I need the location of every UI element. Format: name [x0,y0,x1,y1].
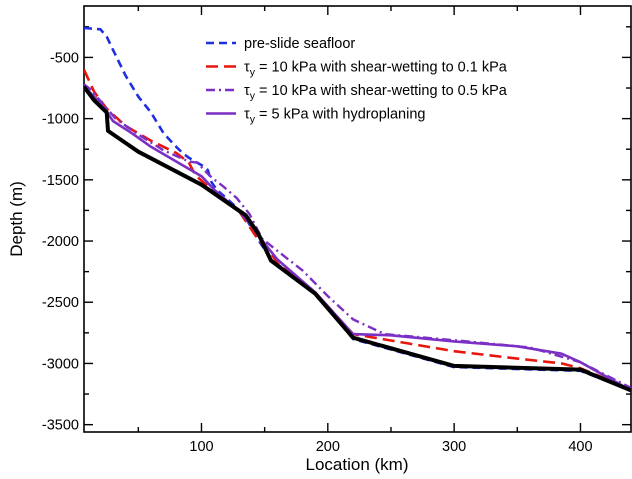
legend-label: τy = 10 kPa with shear-wetting to 0.5 kP… [244,83,508,102]
x-tick-label: 400 [568,439,592,455]
x-axis-label: Location (km) [306,455,409,474]
legend-label: τy = 10 kPa with shear-wetting to 0.1 kP… [244,60,508,79]
series-layer [84,26,631,393]
x-tick-label: 100 [189,439,213,455]
y-axis-label: Depth (m) [7,181,26,257]
series-line-4 [84,85,631,393]
axis-ticks: 100 200 300 400 -500 -1000 -1500 -2000 -2500 -300… [42,6,631,455]
y-tick-label: -3000 [42,356,79,372]
legend-label: τy = 5 kPa with hydroplaning [244,107,425,126]
y-tick-label: -1500 [42,173,79,189]
y-tick-label: -1000 [42,112,79,128]
y-tick-label: -2500 [42,295,79,311]
legend-label: pre-slide seafloor [244,36,355,52]
x-tick-label: 300 [442,439,466,455]
y-tick-label: -2000 [42,234,79,250]
x-tick-label: 200 [316,439,340,455]
plot-area [83,5,632,433]
y-tick-label: -500 [50,50,79,66]
y-tick-label: -3500 [42,418,79,434]
legend: pre-slide seafloor τy = 10 kPa with shear… [206,36,508,126]
